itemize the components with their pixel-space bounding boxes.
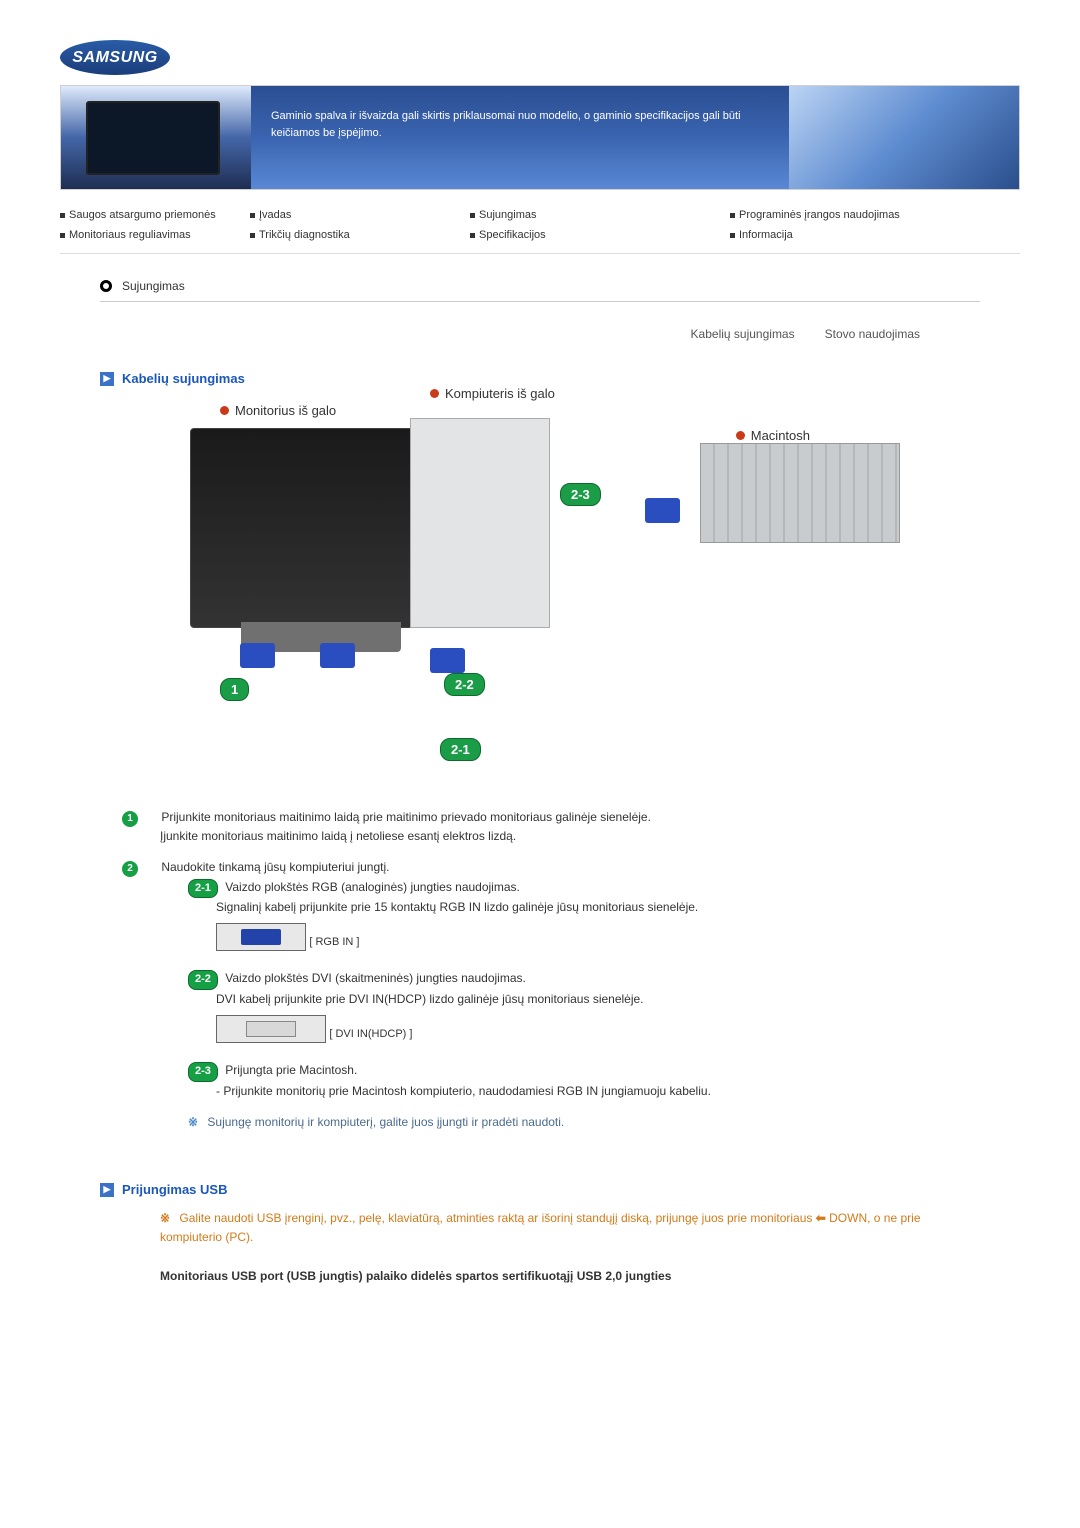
label-pc-back: Kompiuteris iš galo: [430, 386, 555, 401]
down-arrow-icon: ⬅: [816, 1211, 826, 1225]
nav-intro[interactable]: Įvadas: [250, 209, 470, 221]
diagram-label: Monitorius iš galo: [235, 403, 336, 418]
pc-back-illustration: [410, 418, 550, 628]
callout-1: 1: [220, 678, 249, 701]
step-2-2: 2-2 Vaizdo plokštės DVI (skaitmeninės) j…: [188, 969, 980, 1009]
section-header-usb: ▶ Prijungimas USB: [100, 1182, 1020, 1197]
tab-stand[interactable]: Stovo naudojimas: [825, 327, 920, 341]
instructions: 1 Prijunkite monitoriaus maitinimo laidą…: [160, 808, 980, 1132]
usb-note: ※ Galite naudoti USB įrenginį, pvz., pel…: [160, 1209, 980, 1247]
step-2: 2 Naudokite tinkamą jūsų kompiuteriui ju…: [160, 858, 980, 877]
section-marker: Sujungimas: [100, 279, 1020, 293]
callout-2-1: 2-1: [440, 738, 481, 761]
rgb-port-figure: [ RGB IN ]: [216, 917, 980, 957]
nav-connection[interactable]: Sujungimas: [470, 209, 730, 221]
divider: [100, 301, 980, 302]
arrow-icon: ▶: [100, 1183, 114, 1197]
mac-illustration: [700, 443, 900, 543]
text: Signalinį kabelį prijunkite prie 15 kont…: [216, 898, 698, 917]
usb-content: ※ Galite naudoti USB įrenginį, pvz., pel…: [160, 1209, 980, 1287]
tab-cables[interactable]: Kabelių sujungimas: [691, 327, 795, 341]
dvi-port-figure: [ DVI IN(HDCP) ]: [216, 1009, 980, 1049]
tip-row: ※ Sujungę monitorių ir kompiuterį, galit…: [188, 1113, 980, 1132]
badge-2-2: 2-2: [188, 970, 218, 990]
step-2-1: 2-1 Vaizdo plokštės RGB (analoginės) jun…: [188, 878, 980, 918]
text: Prijungta prie Macintosh.: [225, 1063, 357, 1077]
diagram-label: Kompiuteris iš galo: [445, 386, 555, 401]
red-dot-icon: [430, 389, 439, 398]
diagram-label: Macintosh: [751, 428, 810, 443]
hero-decor: [789, 86, 1019, 189]
nav-safety[interactable]: Saugos atsargumo priemonės: [60, 209, 250, 221]
text: Naudokite tinkamą jūsų kompiuteriui jung…: [161, 860, 389, 874]
text: Sujungę monitorių ir kompiuterį, galite …: [207, 1115, 564, 1129]
plug-2: [320, 643, 355, 668]
badge-1: 1: [122, 811, 138, 827]
nav-specs[interactable]: Specifikacijos: [470, 229, 730, 241]
port-label: [ RGB IN ]: [309, 936, 359, 948]
red-dot-icon: [220, 406, 229, 415]
plug-3: [430, 648, 465, 673]
badge-2-1: 2-1: [188, 879, 218, 899]
plug-1: [240, 643, 275, 668]
text: DVI kabelį prijunkite prie DVI IN(HDCP) …: [216, 990, 644, 1009]
section-header-cables: ▶ Kabelių sujungimas: [100, 371, 1020, 386]
nav-adjust[interactable]: Monitoriaus reguliavimas: [60, 229, 250, 241]
nav-label: Trikčių diagnostika: [259, 229, 350, 241]
nav-label: Saugos atsargumo priemonės: [69, 209, 216, 221]
dvi-port-icon: [216, 1015, 326, 1043]
port-label: [ DVI IN(HDCP) ]: [329, 1028, 412, 1040]
nav-software[interactable]: Programinės įrangos naudojimas: [730, 209, 1020, 221]
badge-2-3: 2-3: [188, 1062, 218, 1082]
nav-row-2: Monitoriaus reguliavimas Trikčių diagnos…: [60, 225, 1020, 245]
usb-footer: Monitoriaus USB port (USB jungtis) palai…: [160, 1267, 980, 1286]
note-icon: ※: [188, 1115, 198, 1129]
nav-label: Programinės įrangos naudojimas: [739, 209, 900, 221]
nav-row-1: Saugos atsargumo priemonės Įvadas Sujung…: [60, 205, 1020, 225]
brand-logo: SAMSUNG: [60, 40, 170, 75]
plug-4: [645, 498, 680, 523]
text: Vaizdo plokštės DVI (skaitmeninės) jungt…: [225, 971, 526, 985]
text: Įjunkite monitoriaus maitinimo laidą į n…: [160, 829, 516, 843]
note-icon: ※: [160, 1211, 170, 1225]
text: Vaizdo plokštės RGB (analoginės) jungtie…: [225, 880, 520, 894]
divider: [60, 253, 1020, 254]
step-2-3: 2-3 Prijungta prie Macintosh. - Prijunki…: [188, 1061, 980, 1101]
nav-label: Specifikacijos: [479, 229, 546, 241]
text: - Prijunkite monitorių prie Macintosh ko…: [216, 1082, 711, 1101]
rgb-port-icon: [216, 923, 306, 951]
section-heading: Prijungimas USB: [122, 1182, 227, 1197]
step-1: 1 Prijunkite monitoriaus maitinimo laidą…: [160, 808, 980, 846]
connection-diagram: Monitorius iš galo Kompiuteris iš galo M…: [160, 398, 900, 768]
nav-label: Informacija: [739, 229, 793, 241]
nav-label: Monitoriaus reguliavimas: [69, 229, 191, 241]
red-dot-icon: [736, 431, 745, 440]
nav-info[interactable]: Informacija: [730, 229, 1020, 241]
badge-2: 2: [122, 861, 138, 877]
substeps: 2-1 Vaizdo plokštės RGB (analoginės) jun…: [188, 878, 980, 1133]
hero-banner: Gaminio spalva ir išvaizda gali skirtis …: [60, 85, 1020, 190]
label-monitor-back: Monitorius iš galo: [220, 403, 336, 418]
nav-troubleshoot[interactable]: Trikčių diagnostika: [250, 229, 470, 241]
text: Galite naudoti USB įrenginį, pvz., pelę,…: [179, 1211, 815, 1225]
label-mac: Macintosh: [736, 428, 810, 443]
hero-product-image: [61, 86, 251, 189]
callout-2-2: 2-2: [444, 673, 485, 696]
nav-label: Įvadas: [259, 209, 291, 221]
hero-notice: Gaminio spalva ir išvaizda gali skirtis …: [251, 86, 789, 189]
nav-label: Sujungimas: [479, 209, 536, 221]
callout-2-3: 2-3: [560, 483, 601, 506]
arrow-icon: ▶: [100, 372, 114, 386]
text: DOWN: [829, 1211, 867, 1225]
text: Prijunkite monitoriaus maitinimo laidą p…: [161, 810, 651, 824]
circle-icon: [100, 280, 112, 292]
section-heading: Kabelių sujungimas: [122, 371, 245, 386]
sub-tabs: Kabelių sujungimas Stovo naudojimas: [60, 327, 920, 341]
section-title: Sujungimas: [122, 279, 185, 293]
